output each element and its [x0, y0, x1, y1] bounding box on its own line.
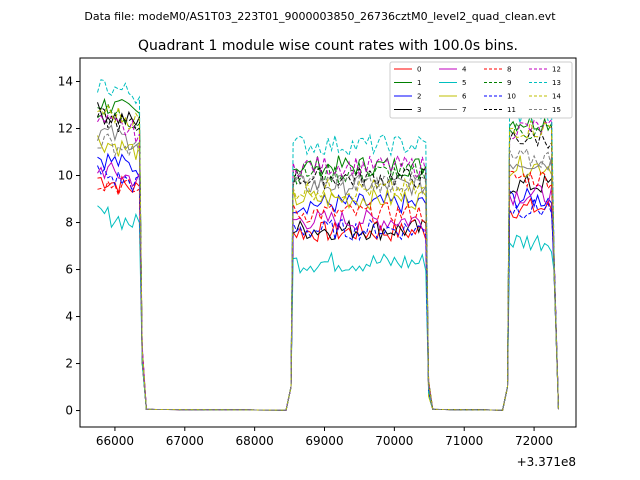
- legend-label-1: 1: [417, 79, 421, 87]
- legend-label-8: 8: [507, 66, 511, 74]
- y-tick-label: 2: [65, 357, 73, 371]
- series-line-3: [97, 102, 559, 411]
- series-line-5: [97, 205, 559, 411]
- y-tick-label: 10: [58, 169, 73, 183]
- x-tick-label: 68000: [236, 434, 274, 448]
- suptitle: Data file: modeM0/AS1T03_223T01_90000038…: [84, 10, 556, 23]
- legend-label-15: 15: [552, 106, 561, 114]
- legend-box: [389, 61, 573, 119]
- x-tick-label: 70000: [375, 434, 413, 448]
- y-tick-label: 14: [58, 75, 73, 89]
- legend-label-13: 13: [552, 79, 561, 87]
- x-tick-label: 71000: [445, 434, 483, 448]
- legend-label-10: 10: [507, 93, 516, 101]
- series-line-1: [97, 97, 559, 411]
- y-tick-label: 4: [65, 310, 73, 324]
- chart-title: Quadrant 1 module wise count rates with …: [138, 38, 518, 54]
- legend-label-12: 12: [552, 66, 561, 74]
- y-axis-ticks: 0 2 4 6 8 10 12 14: [58, 75, 80, 418]
- x-tick-label: 66000: [96, 434, 134, 448]
- series-line-15: [97, 133, 559, 411]
- x-offset-label: +3.371e8: [517, 455, 576, 469]
- series-line-12: [97, 114, 559, 411]
- x-tick-label: 72000: [515, 434, 553, 448]
- legend-label-9: 9: [507, 79, 511, 87]
- legend-label-4: 4: [462, 66, 467, 74]
- series-line-2: [97, 152, 559, 411]
- series-line-6: [97, 135, 559, 411]
- series-line-11: [97, 106, 559, 411]
- series-line-7: [97, 124, 559, 411]
- y-tick-label: 0: [65, 404, 73, 418]
- legend-label-2: 2: [417, 93, 421, 101]
- series-line-14: [97, 104, 559, 411]
- series-line-9: [97, 102, 559, 411]
- series-line-13: [97, 79, 559, 411]
- legend-label-3: 3: [417, 106, 421, 114]
- series-line-4: [97, 161, 559, 411]
- legend-label-11: 11: [507, 106, 516, 114]
- plot-frame: [79, 57, 577, 428]
- legend-label-6: 6: [462, 93, 467, 101]
- y-tick-label: 8: [65, 216, 73, 230]
- x-tick-label: 67000: [166, 434, 204, 448]
- legend-label-7: 7: [462, 106, 466, 114]
- series-line-0: [97, 175, 559, 411]
- y-tick-label: 12: [58, 122, 73, 136]
- series-lines: [97, 79, 559, 411]
- y-tick-label: 6: [65, 263, 73, 277]
- legend-label-0: 0: [417, 66, 421, 74]
- legend-label-5: 5: [462, 79, 466, 87]
- x-axis-ticks: 66000 67000 68000 69000 70000 71000 72000: [96, 427, 553, 448]
- x-tick-label: 69000: [305, 434, 343, 448]
- legend-label-14: 14: [552, 93, 561, 101]
